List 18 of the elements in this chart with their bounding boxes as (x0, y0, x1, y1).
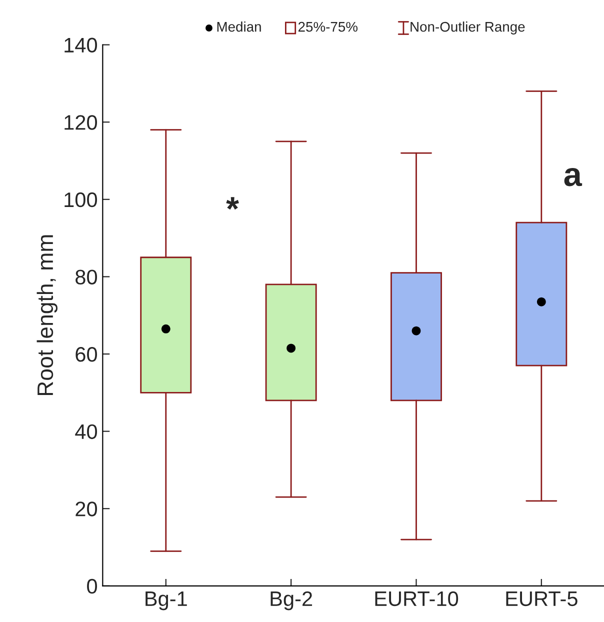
y-tick-label: 140 (64, 38, 98, 53)
annotation: * (226, 197, 239, 210)
text: Median (217, 22, 261, 32)
y-tick-label: 120 (64, 115, 98, 130)
y-tick-label: 80 (76, 270, 98, 284)
y-tick-label: 20 (76, 502, 98, 516)
y-tick-label: 100 (64, 192, 98, 208)
x-tick-label: Bg-2 (270, 591, 312, 610)
x-tick-label: Bg-1 (146, 592, 187, 610)
text: 25%-75% (298, 22, 358, 32)
x-tick-label: EURT-10 (375, 591, 458, 606)
annotation: a (564, 168, 582, 186)
y-tick-label: 60 (76, 347, 98, 362)
text: Non-Outlier Range (410, 22, 525, 34)
y-axis-title: Root length, mm (36, 235, 58, 396)
y-tick-label: 40 (75, 424, 98, 440)
x-tick-label: EURT-5 (506, 592, 578, 606)
y-tick-label: 0 (87, 578, 98, 594)
